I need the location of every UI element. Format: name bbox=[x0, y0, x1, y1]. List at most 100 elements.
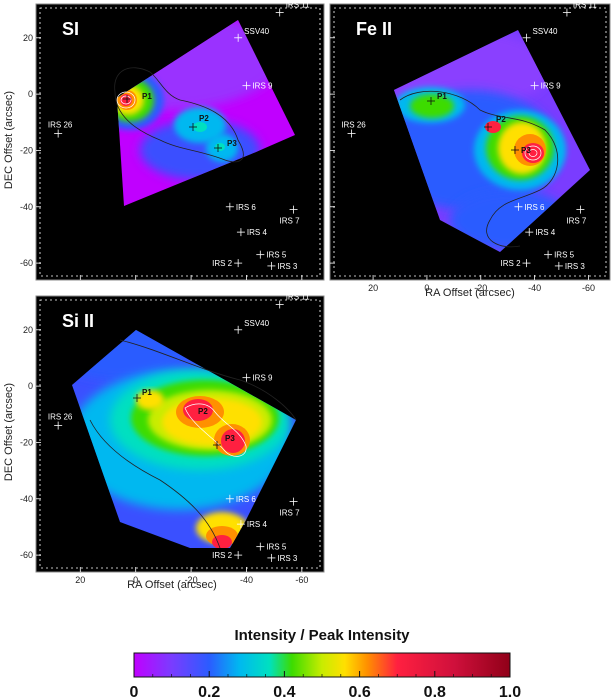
star-marker: IRS 9 bbox=[242, 373, 273, 383]
emission-blobs bbox=[394, 30, 570, 250]
peak-label: P2 bbox=[199, 114, 209, 123]
star-label: SSV40 bbox=[533, 27, 558, 36]
star-markers: IRS 11 SSV40 IRS 9 IRS 26 IRS 6 IRS 7 IRS 4 IRS… bbox=[48, 0, 310, 270]
contour-line bbox=[528, 149, 538, 157]
y-tick-label: -20 bbox=[20, 437, 33, 447]
star-label: IRS 26 bbox=[48, 121, 73, 130]
star-label: IRS 5 bbox=[554, 251, 575, 260]
peak-label: P2 bbox=[496, 115, 506, 124]
star-marker: IRS 9 bbox=[530, 81, 562, 91]
star-marker: IRS 3 bbox=[267, 553, 298, 563]
axis-ticks: 20 0 -20 -40 -60 20 0 -20 -40 -60 bbox=[20, 325, 308, 585]
star-marker: IRS 2 bbox=[212, 259, 243, 268]
peak-label: P3 bbox=[227, 139, 237, 148]
x-axis-label: RA Offset (arcsec) bbox=[425, 287, 515, 299]
star-marker: SSV40 bbox=[234, 319, 270, 334]
star-marker: IRS 3 bbox=[267, 261, 298, 271]
star-label: SSV40 bbox=[244, 27, 269, 36]
star-marker: IRS 6 bbox=[225, 202, 256, 212]
colorbar: Intensity / Peak Intensity 0 0.2 0.4 0.6 0.8… bbox=[130, 627, 522, 700]
x-tick-label: 20 bbox=[368, 283, 378, 293]
x-axis-label: RA Offset (arcsec) bbox=[127, 579, 217, 591]
y-tick-label: -60 bbox=[20, 550, 33, 560]
panel-border bbox=[333, 7, 607, 277]
colorbar-tick-label: 0.8 bbox=[424, 684, 446, 700]
star-marker: IRS 11 bbox=[275, 0, 310, 17]
star-label: IRS 5 bbox=[266, 251, 287, 260]
contour-line bbox=[120, 95, 132, 105]
star-marker: IRS 2 bbox=[212, 551, 243, 560]
peak-labels: P1 P2 P3 bbox=[142, 388, 235, 443]
star-marker: IRS 26 bbox=[341, 121, 366, 138]
panel-si: SI DEC Offset (arcsec) P1 P2 P3 20 0 -20 -4… bbox=[3, 0, 325, 281]
star-label: IRS 4 bbox=[247, 520, 268, 529]
star-label: IRS 6 bbox=[524, 203, 545, 212]
contour-line bbox=[184, 403, 247, 457]
colorbar-tick-label: 0.6 bbox=[348, 684, 370, 700]
contour-line bbox=[524, 145, 542, 161]
x-tick-label: 20 bbox=[75, 575, 85, 585]
star-marker: IRS 26 bbox=[48, 121, 73, 138]
x-tick-label: -40 bbox=[528, 283, 541, 293]
colorbar-ticks: 0 0.2 0.4 0.6 0.8 1.0 bbox=[130, 671, 521, 700]
star-label: IRS 7 bbox=[280, 509, 301, 518]
star-marker: IRS 11 bbox=[275, 292, 310, 309]
star-marker: IRS 11 bbox=[562, 0, 597, 17]
panel-fe: Fe II RA Offset (arcsec) P1 P2 P3 20 0 -20… bbox=[329, 0, 611, 299]
y-tick-label: -60 bbox=[20, 258, 33, 268]
x-tick-label: -20 bbox=[185, 575, 198, 585]
contour-line bbox=[89, 419, 221, 549]
y-axis-label: DEC Offset (arcsec) bbox=[3, 91, 15, 189]
peak-label: P1 bbox=[142, 388, 152, 397]
star-marker: IRS 7 bbox=[566, 205, 587, 226]
star-label: IRS 2 bbox=[212, 551, 233, 560]
peak-markers bbox=[133, 394, 221, 449]
panel-si2: Si II DEC Offset (arcsec) RA Offset (arc… bbox=[3, 292, 325, 591]
star-label: IRS 3 bbox=[565, 262, 586, 271]
star-marker: IRS 4 bbox=[236, 228, 268, 237]
star-label: IRS 11 bbox=[286, 292, 310, 301]
y-tick-label: 20 bbox=[23, 325, 33, 335]
panel-title: Fe II bbox=[356, 19, 392, 39]
axis-ticks: 20 0 -20 -40 -60 bbox=[330, 37, 595, 293]
star-label: IRS 5 bbox=[266, 543, 287, 552]
star-marker: SSV40 bbox=[234, 27, 270, 42]
star-label: SSV40 bbox=[244, 319, 269, 328]
y-tick-label: -40 bbox=[20, 202, 33, 212]
colorbar-tick-label: 1.0 bbox=[499, 684, 521, 700]
star-marker: IRS 6 bbox=[225, 494, 256, 504]
star-label: IRS 3 bbox=[277, 554, 298, 563]
star-label: IRS 26 bbox=[341, 121, 366, 130]
star-label: IRS 3 bbox=[277, 262, 298, 271]
star-marker: IRS 9 bbox=[242, 81, 273, 91]
star-marker: IRS 5 bbox=[256, 542, 287, 552]
peak-label: P2 bbox=[198, 407, 208, 416]
axis-ticks: 20 0 -20 -40 -60 bbox=[20, 33, 303, 280]
colorbar-tick-label: 0.2 bbox=[198, 684, 220, 700]
star-marker: IRS 26 bbox=[48, 413, 73, 430]
star-label: IRS 4 bbox=[247, 228, 268, 237]
y-tick-label: 0 bbox=[28, 89, 33, 99]
contour-line bbox=[399, 90, 559, 248]
star-label: IRS 9 bbox=[541, 82, 562, 91]
star-marker: IRS 7 bbox=[280, 497, 301, 518]
star-label: IRS 11 bbox=[286, 0, 310, 9]
star-label: IRS 11 bbox=[573, 0, 597, 9]
colorbar-gradient bbox=[133, 652, 511, 678]
star-marker: IRS 2 bbox=[501, 259, 531, 268]
x-tick-label: -20 bbox=[474, 283, 487, 293]
colorbar-tick-label: 0.4 bbox=[273, 684, 295, 700]
star-marker: SSV40 bbox=[522, 27, 558, 42]
star-label: IRS 2 bbox=[212, 259, 233, 268]
x-tick-label: -60 bbox=[295, 575, 308, 585]
contour-line bbox=[119, 339, 297, 421]
panel-title: SI bbox=[62, 19, 79, 39]
star-label: IRS 9 bbox=[252, 82, 273, 91]
star-marker: IRS 5 bbox=[256, 250, 287, 260]
star-marker: IRS 3 bbox=[554, 261, 586, 271]
x-tick-label: 0 bbox=[424, 283, 429, 293]
x-tick-label: -60 bbox=[582, 283, 595, 293]
y-tick-label: -40 bbox=[20, 494, 33, 504]
y-tick-label: 20 bbox=[23, 33, 33, 43]
y-axis-label: DEC Offset (arcsec) bbox=[3, 383, 15, 481]
